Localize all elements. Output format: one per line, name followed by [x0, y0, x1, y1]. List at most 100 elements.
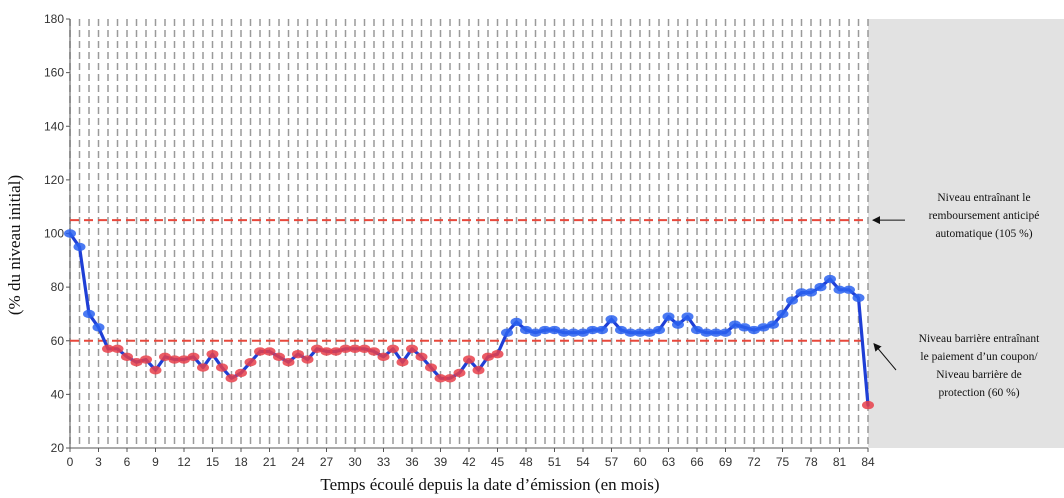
- data-point: [197, 363, 209, 372]
- x-tick-label: 24: [291, 455, 305, 469]
- data-point: [168, 355, 181, 364]
- data-point: [672, 320, 684, 329]
- annotation-barrier-level: Niveau barrière entraînant le paiement d’…: [919, 333, 1040, 399]
- annotations: Niveau entraînant le remboursement antici…: [872, 192, 1040, 399]
- post-maturity-shaded-region: [868, 19, 1064, 448]
- data-point: [111, 344, 124, 353]
- data-point: [643, 328, 656, 337]
- data-point: [843, 285, 855, 295]
- data-point: [729, 320, 741, 329]
- data-point: [368, 347, 380, 356]
- x-tick-label: 3: [95, 455, 102, 469]
- data-point: [757, 323, 770, 332]
- data-point: [415, 352, 428, 362]
- data-point: [548, 325, 561, 335]
- data-point: [130, 358, 143, 367]
- x-tick-label: 75: [776, 455, 790, 469]
- y-tick-label: 40: [51, 387, 65, 401]
- data-point: [311, 344, 323, 353]
- data-point: [292, 349, 304, 359]
- data-point: [491, 349, 504, 359]
- data-point: [330, 347, 342, 356]
- x-tick-label: 69: [719, 455, 733, 469]
- data-point: [577, 328, 589, 337]
- y-tick-label: 120: [44, 173, 64, 187]
- data-point: [396, 358, 409, 367]
- y-tick-label: 100: [44, 227, 64, 241]
- data-point: [434, 374, 447, 383]
- data-point: [567, 328, 580, 337]
- annotation-early-redemption-level: Niveau entraînant le remboursement antici…: [929, 192, 1040, 240]
- data-point: [206, 349, 219, 359]
- data-point: [472, 366, 485, 375]
- data-point: [833, 285, 846, 295]
- x-tick-label: 84: [861, 455, 875, 469]
- x-tick-label: 9: [152, 455, 159, 469]
- data-point: [64, 229, 76, 238]
- data-point: [795, 288, 808, 297]
- data-point: [149, 366, 162, 375]
- x-tick-label: 48: [519, 455, 533, 469]
- x-tick-label: 18: [234, 455, 248, 469]
- data-point: [776, 309, 789, 319]
- data-point: [805, 288, 817, 297]
- data-point: [463, 355, 475, 364]
- data-point: [482, 352, 494, 362]
- series-layer: [64, 229, 874, 410]
- data-point: [339, 344, 352, 353]
- x-tick-label: 30: [348, 455, 362, 469]
- data-point: [501, 328, 513, 337]
- data-point: [102, 344, 114, 353]
- x-tick-label: 66: [690, 455, 704, 469]
- data-point: [558, 328, 570, 337]
- annotation-arrow-60: [873, 342, 897, 371]
- x-tick-label: 21: [263, 455, 277, 469]
- data-point: [377, 352, 390, 362]
- data-point: [178, 355, 190, 364]
- x-tick-label: 6: [124, 455, 131, 469]
- y-tick-label: 180: [44, 12, 64, 26]
- data-point: [786, 296, 798, 305]
- x-tick-label: 33: [377, 455, 391, 469]
- data-point: [529, 328, 542, 337]
- x-tick-label: 42: [462, 455, 476, 469]
- x-tick-label: 15: [206, 455, 220, 469]
- y-tick-label: 60: [51, 334, 65, 348]
- y-axis-title: (% du niveau initial): [5, 175, 24, 315]
- data-point: [814, 282, 827, 292]
- data-point: [586, 325, 599, 335]
- y-tick-labels: 20 40 60 80 100 120 140 160 180: [44, 12, 70, 455]
- x-tick-label: 39: [434, 455, 448, 469]
- data-point: [406, 344, 418, 353]
- data-point: [824, 274, 836, 284]
- x-tick-label: 57: [605, 455, 619, 469]
- data-point: [159, 352, 171, 362]
- data-point: [216, 363, 228, 372]
- y-tick-label: 160: [44, 66, 64, 80]
- data-point: [852, 293, 865, 303]
- data-point: [596, 325, 608, 335]
- data-point: [539, 325, 551, 335]
- data-point: [187, 352, 200, 362]
- y-tick-label: 80: [51, 280, 65, 294]
- data-point: [444, 374, 456, 383]
- data-point: [767, 320, 779, 329]
- data-point: [634, 328, 646, 337]
- data-point: [244, 358, 257, 367]
- data-point: [83, 309, 95, 319]
- data-point: [662, 312, 675, 321]
- data-point: [700, 328, 713, 337]
- data-point: [235, 368, 247, 378]
- vertical-grid: [69, 19, 869, 448]
- x-tick-label: 0: [67, 455, 74, 469]
- x-tick-label: 45: [491, 455, 505, 469]
- data-point: [605, 315, 618, 324]
- x-tick-label: 51: [548, 455, 562, 469]
- x-tick-label: 81: [833, 455, 847, 469]
- data-point: [301, 355, 314, 364]
- y-tick-label: 20: [51, 441, 65, 455]
- data-point: [349, 344, 361, 353]
- x-tick-label: 27: [320, 455, 334, 469]
- data-point: [653, 325, 665, 335]
